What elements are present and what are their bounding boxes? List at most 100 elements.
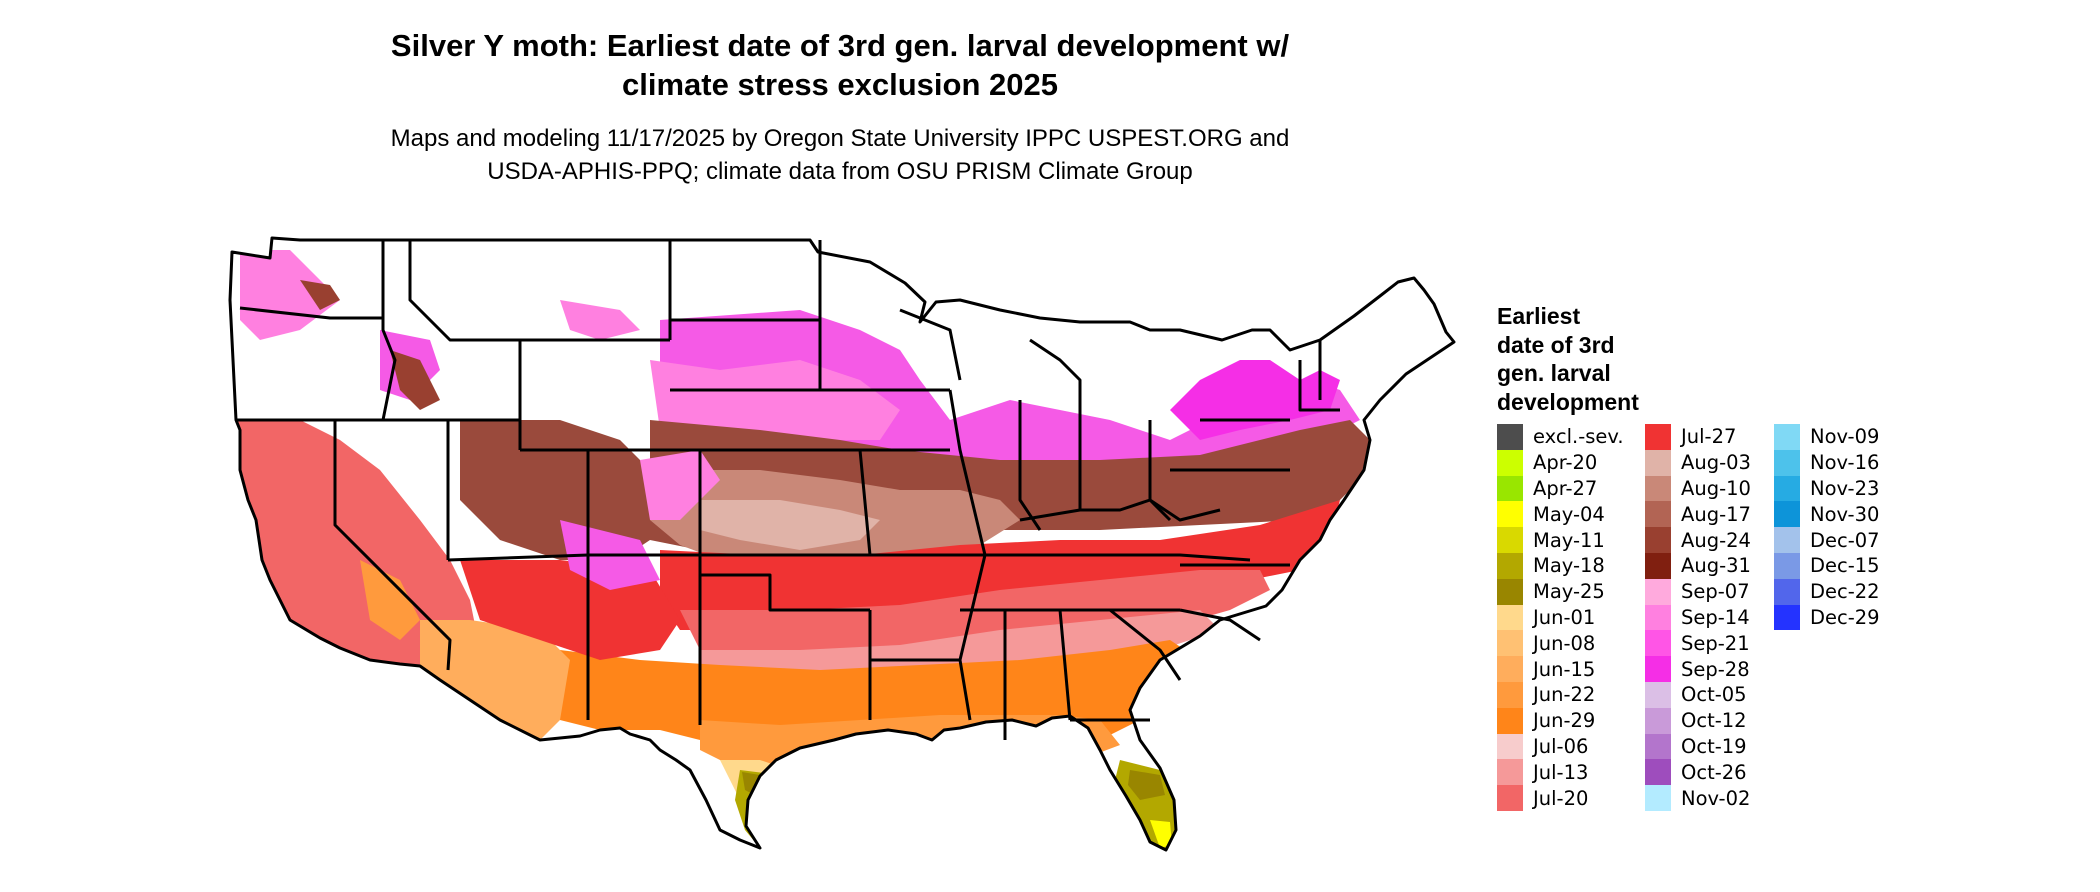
border-ky-tn [985,553,1251,562]
border-new-england [1298,360,1340,412]
legend-item: Nov-16 [1774,449,1880,476]
legend-swatch [1497,630,1523,657]
legend-label: Aug-31 [1681,554,1751,578]
legend-label: Jul-20 [1533,786,1589,810]
zone-may-florida-tip [1150,820,1172,848]
legend-swatch [1645,785,1671,811]
legend-label: Jun-08 [1533,631,1596,655]
legend-swatch [1497,449,1523,476]
legend-title-line-3: gen. larval [1497,360,1611,386]
zone-jul-red [660,500,1340,630]
legend-swatch [1774,552,1800,579]
legend-item: Sep-14 [1645,604,1751,631]
legend-label: Jul-13 [1533,760,1589,784]
legend-item: Dec-15 [1774,552,1880,579]
zone-nw-brown [300,280,340,310]
legend-label: Sep-07 [1681,580,1750,604]
legend-title-line-4: development [1497,388,1639,415]
legend-item: Jul-20 [1497,785,1624,811]
legend-title-line-1: Earliest [1497,303,1581,329]
legend-swatch [1497,733,1523,760]
legend-item: May-25 [1497,578,1624,605]
legend-item: Jul-13 [1497,759,1624,786]
legend-swatch [1497,656,1523,682]
legend-title: Earliest date of 3rd gen. larval develop… [1497,302,1639,416]
border-nc-sc [1179,608,1261,642]
zone-west-brown [460,420,650,560]
map-subtitle: Maps and modeling 11/17/2025 by Oregon S… [190,122,1490,188]
border-wi [899,308,962,381]
legend-item: May-04 [1497,501,1624,528]
legend-item: May-18 [1497,552,1624,579]
legend-item: Aug-10 [1645,475,1751,502]
legend-label: Nov-23 [1810,476,1880,500]
zone-jul-pink [680,570,1270,660]
legend-label: excl.-sev. [1533,425,1624,449]
legend-item: Dec-22 [1774,578,1880,605]
legend-label: May-18 [1533,554,1605,578]
legend-item: Nov-02 [1645,785,1751,811]
legend-swatch [1497,475,1523,502]
legend-item: Jun-29 [1497,707,1624,734]
legend-item: Sep-07 [1645,578,1751,605]
zone-jul-light [700,610,1220,675]
zone-ca-orange [360,560,420,640]
legend-swatch [1774,475,1800,502]
map-title-line-2: climate stress exclusion 2025 [622,67,1058,102]
legend-item: Jul-27 [1645,424,1751,450]
legend-item: Jun-01 [1497,604,1624,631]
legend-label: Sep-14 [1681,605,1750,629]
legend-item: May-11 [1497,527,1624,553]
legend-swatch [1645,604,1671,631]
legend-label: Apr-20 [1533,451,1598,475]
zone-idaho-brown [390,350,440,410]
zone-may-florida-dark [1128,770,1165,800]
legend-label: May-04 [1533,502,1605,526]
legend-swatch [1497,604,1523,631]
legend-label: Aug-10 [1681,476,1751,500]
legend-label: Sep-21 [1681,631,1750,655]
legend-label: Jul-06 [1533,734,1589,758]
legend-swatch [1497,707,1523,734]
legend-item: Sep-21 [1645,630,1751,657]
legend-label: Dec-07 [1810,528,1880,552]
border-al-ga [1058,609,1072,721]
border-ok-tx [700,573,870,612]
legend-swatch [1774,527,1800,553]
legend-label: Jul-27 [1681,425,1737,449]
map-subtitle-line-2: USDA-APHIS-PPQ; climate data from OSU PR… [487,158,1193,185]
legend-item: Oct-26 [1645,759,1751,786]
state-boundaries [228,236,1456,852]
legend-swatch [1645,578,1671,605]
legend-label: Dec-22 [1810,580,1880,604]
legend-item: Jul-06 [1497,733,1624,760]
legend-swatch [1497,527,1523,553]
legend-swatch [1497,501,1523,528]
border-ky-north [1019,498,1172,522]
border-wa-or [239,306,383,320]
legend-swatch [1645,552,1671,579]
zone-sep-north-light [650,360,900,440]
legend-label: Nov-09 [1810,425,1880,449]
legend-item: Jun-22 [1497,681,1624,708]
legend-label: May-25 [1533,580,1605,604]
border-michigan [1029,338,1082,420]
legend-label: Aug-17 [1681,502,1751,526]
legend-label: Nov-30 [1810,502,1880,526]
map-title-line-1: Silver Y moth: Earliest date of 3rd gen.… [390,28,1290,63]
legend-swatch [1497,424,1523,450]
legend-label: Jun-15 [1533,657,1596,681]
legend-label: May-11 [1533,528,1605,552]
legend-label: Sep-28 [1681,657,1750,681]
legend-swatch [1645,733,1671,760]
legend-label: Apr-27 [1533,476,1598,500]
border-mo-west [858,449,872,556]
legend-column: excl.-sev. Apr-20 Apr-27 May-04 May-11 May-18… [1497,424,1624,811]
legend-label: Jun-29 [1533,709,1596,733]
legend-label: Jun-22 [1533,683,1596,707]
legend-item: Aug-17 [1645,501,1751,528]
legend-label: Dec-29 [1810,605,1880,629]
legend-label: Jun-01 [1533,605,1596,629]
legend-swatch [1645,759,1671,786]
